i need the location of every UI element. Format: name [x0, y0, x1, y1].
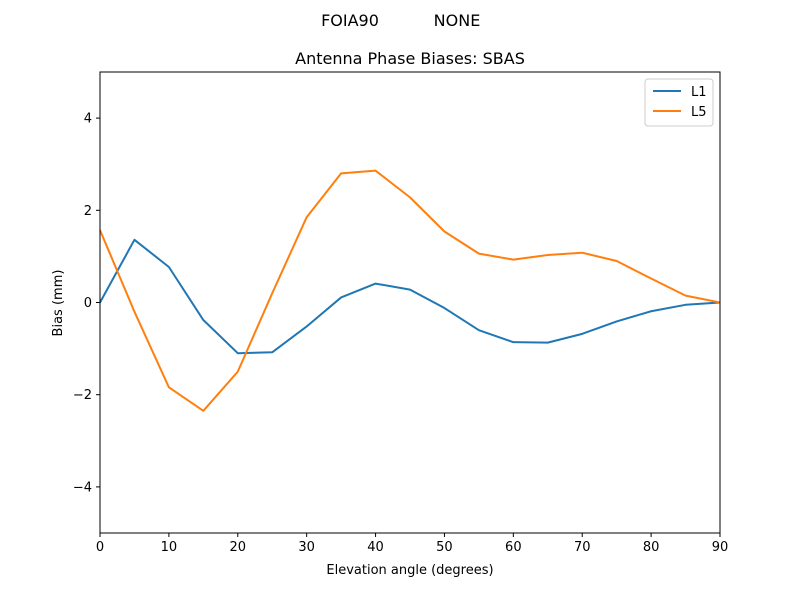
y-tick-label: −2 — [73, 388, 92, 403]
y-tick-label: 4 — [84, 112, 92, 127]
legend-label-l5: L5 — [691, 105, 707, 120]
legend: L1 L5 — [644, 78, 714, 127]
y-tick-label: 2 — [84, 204, 92, 219]
y-axis-ticks: −4 −2 0 2 4 — [73, 112, 100, 495]
x-tick-label: 70 — [574, 540, 591, 555]
x-tick-label: 20 — [230, 540, 247, 555]
y-axis-label: Bias (mm) — [51, 270, 66, 337]
x-tick-label: 30 — [298, 540, 315, 555]
x-tick-label: 50 — [436, 540, 453, 555]
x-tick-label: 80 — [643, 540, 660, 555]
x-tick-label: 10 — [161, 540, 178, 555]
chart-title: Antenna Phase Biases: SBAS — [295, 49, 525, 68]
x-axis-label: Elevation angle (degrees) — [326, 563, 493, 578]
x-axis-ticks: 0 10 20 30 40 50 60 70 80 90 — [96, 533, 728, 555]
y-tick-label: 0 — [84, 296, 92, 311]
plot-area-frame — [99, 71, 721, 534]
plot-series — [99, 169, 721, 412]
legend-label-l1: L1 — [691, 85, 707, 100]
figure-suptitle-right: NONE — [434, 11, 481, 30]
x-tick-label: 0 — [96, 540, 104, 555]
x-tick-label: 60 — [505, 540, 522, 555]
series-line-l5 — [99, 169, 721, 412]
series-line-l1 — [99, 238, 721, 355]
figure-suptitle-left: FOIA90 — [321, 11, 379, 30]
y-tick-label: −4 — [73, 480, 92, 495]
x-tick-label: 40 — [367, 540, 384, 555]
x-tick-label: 90 — [712, 540, 729, 555]
